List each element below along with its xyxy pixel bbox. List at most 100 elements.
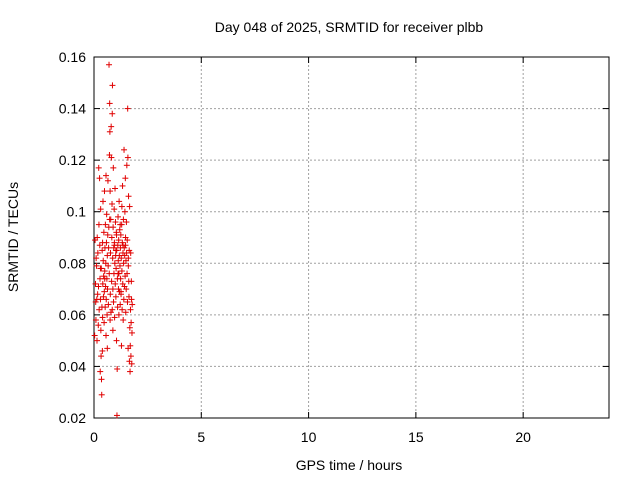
data-point [118, 203, 125, 210]
data-point [122, 309, 129, 316]
data-point [98, 391, 105, 398]
data-point [99, 280, 106, 287]
data-point [128, 278, 135, 285]
data-point [110, 224, 117, 231]
data-point [111, 242, 118, 249]
x-tick-label: 5 [197, 429, 205, 445]
y-tick-label: 0.1 [67, 204, 87, 220]
data-point [104, 177, 111, 184]
data-point [119, 182, 126, 189]
data-point [102, 221, 109, 228]
data-point [113, 231, 120, 238]
data-point [109, 255, 116, 262]
data-point [97, 265, 104, 272]
data-point [99, 314, 106, 321]
data-point [100, 198, 107, 205]
data-point [127, 306, 134, 313]
data-point [96, 175, 103, 182]
data-point [107, 249, 114, 256]
data-point [121, 146, 128, 153]
x-tick-label: 15 [408, 429, 424, 445]
data-point [100, 293, 107, 300]
data-point [92, 280, 99, 287]
data-point [123, 219, 130, 226]
data-point [101, 288, 108, 295]
data-point [94, 337, 101, 344]
data-point [106, 100, 113, 107]
data-point [123, 286, 130, 293]
data-point [113, 337, 120, 344]
data-point [128, 360, 135, 367]
data-point [104, 252, 111, 259]
data-point [120, 317, 127, 324]
data-point [98, 353, 105, 360]
y-tick-label: 0.04 [59, 358, 86, 374]
data-point [97, 327, 104, 334]
data-point [95, 221, 102, 228]
data-point [106, 61, 113, 68]
data-point [101, 319, 108, 326]
data-point [101, 275, 108, 282]
data-point [110, 164, 117, 171]
data-point [104, 345, 111, 352]
data-point [118, 288, 125, 295]
data-point [104, 286, 111, 293]
data-point [119, 239, 126, 246]
data-point [99, 247, 106, 254]
data-point [112, 293, 119, 300]
data-point [114, 366, 121, 373]
data-point [100, 257, 107, 264]
data-point [116, 262, 123, 269]
data-point [101, 188, 108, 195]
data-point [112, 185, 119, 192]
data-point [97, 206, 104, 213]
data-point [115, 257, 122, 264]
data-point [108, 278, 115, 285]
data-point [93, 255, 100, 262]
data-point [128, 329, 135, 336]
data-point [125, 262, 132, 269]
data-point [126, 203, 133, 210]
data-point [99, 239, 106, 246]
data-point [107, 291, 114, 298]
data-point [122, 175, 129, 182]
data-point [112, 247, 119, 254]
data-point [113, 265, 120, 272]
chart-title: Day 048 of 2025, SRMTID for receiver plb… [215, 19, 484, 35]
data-point [117, 301, 124, 308]
data-point [109, 200, 116, 207]
data-point [115, 311, 122, 318]
data-point [119, 306, 126, 313]
data-point [104, 231, 111, 238]
data-point [113, 412, 120, 419]
data-point [103, 296, 110, 303]
data-point [95, 322, 102, 329]
data-point [115, 213, 122, 220]
plot-frame [93, 56, 610, 419]
y-tick-label: 0.08 [59, 255, 86, 271]
data-point [127, 353, 134, 360]
y-tick-label: 0.06 [59, 307, 86, 323]
data-point [95, 164, 102, 171]
y-tick-label: 0.16 [59, 49, 86, 65]
y-tick-label: 0.02 [59, 410, 86, 426]
data-point [109, 327, 116, 334]
data-point [120, 216, 127, 223]
data-point [106, 216, 113, 223]
data-point [96, 306, 103, 313]
x-tick-label: 0 [90, 429, 98, 445]
data-point [128, 296, 135, 303]
data-point [116, 198, 123, 205]
data-point [107, 188, 114, 195]
data-point [111, 314, 118, 321]
data-point [107, 309, 114, 316]
data-point [103, 172, 110, 179]
data-points [91, 61, 136, 419]
data-point [118, 342, 125, 349]
data-point [108, 234, 115, 241]
data-point [116, 226, 123, 233]
data-point [114, 304, 121, 311]
data-point [103, 211, 110, 218]
data-point [127, 342, 134, 349]
data-point [125, 193, 132, 200]
